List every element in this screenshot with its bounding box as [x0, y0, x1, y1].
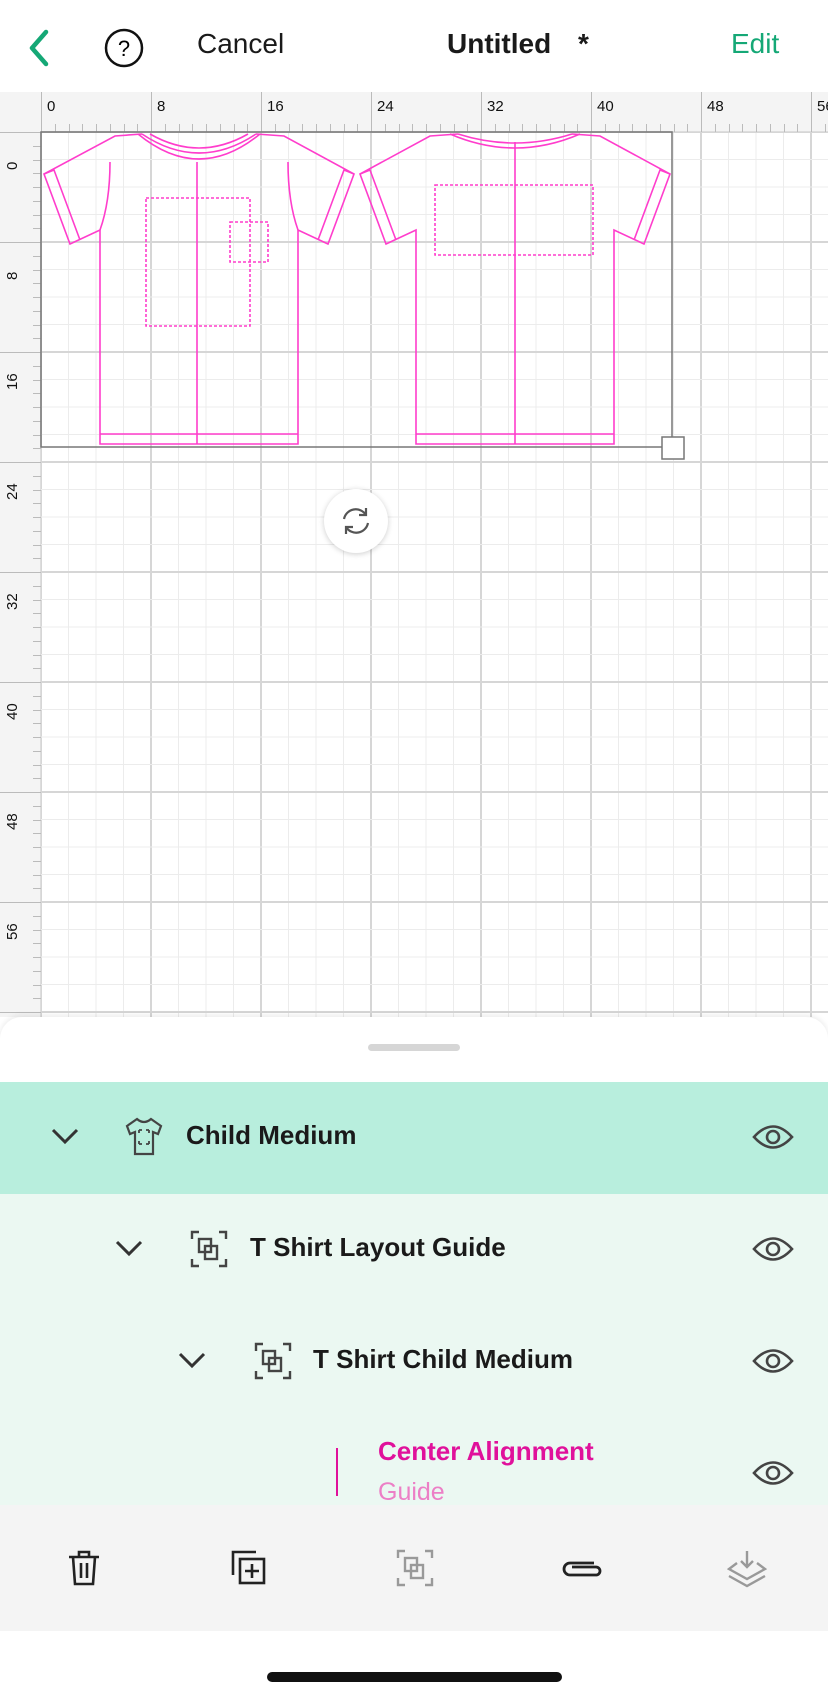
- chevron-down-icon[interactable]: [50, 1126, 80, 1146]
- ruler-label: 8: [157, 98, 166, 115]
- help-icon[interactable]: ?: [104, 28, 144, 68]
- attach-icon[interactable]: [560, 1557, 602, 1579]
- group-icon: [190, 1230, 228, 1268]
- ruler-label: 40: [4, 703, 21, 720]
- eye-icon[interactable]: [752, 1234, 794, 1264]
- tshirt-icon: [125, 1117, 163, 1156]
- layer-label: T Shirt Child Medium: [313, 1344, 573, 1374]
- design-canvas[interactable]: 0 8 16 24 32 40 48 56 0 8 16 24 32 40 48 56: [0, 92, 828, 1017]
- trash-icon[interactable]: [66, 1549, 102, 1587]
- ruler-label: 48: [4, 813, 21, 830]
- group-icon: [254, 1342, 292, 1380]
- ruler-label: 32: [487, 98, 504, 115]
- ruler-label: 8: [4, 271, 21, 280]
- layer-row-child-medium[interactable]: Child Medium: [0, 1082, 828, 1194]
- layer-label: T Shirt Layout Guide: [250, 1232, 506, 1262]
- canvas-grid: [40, 131, 828, 1017]
- top-bar: ? Cancel Untitled * Edit: [0, 0, 828, 92]
- svg-text:?: ?: [118, 36, 130, 61]
- layer-label: Center Alignment: [378, 1436, 594, 1466]
- horizontal-ruler: 0 8 16 24 32 40 48 56: [0, 92, 828, 132]
- ruler-label: 48: [707, 98, 724, 115]
- layer-row-center-alignment[interactable]: Center Alignment Guide: [0, 1418, 828, 1505]
- ruler-label: 0: [4, 161, 21, 170]
- home-indicator: [267, 1672, 562, 1682]
- chevron-down-icon[interactable]: [114, 1238, 144, 1258]
- ruler-label: 40: [597, 98, 614, 115]
- duplicate-icon[interactable]: [230, 1549, 268, 1587]
- unsaved-marker: *: [578, 28, 589, 59]
- ruler-label: 0: [47, 98, 56, 115]
- eye-icon[interactable]: [752, 1458, 794, 1488]
- ruler-label: 56: [817, 98, 828, 115]
- chevron-down-icon[interactable]: [177, 1350, 207, 1370]
- bottom-toolbar: [0, 1505, 828, 1631]
- rotate-icon: [342, 508, 370, 534]
- tshirt-layout-guide[interactable]: [30, 122, 690, 462]
- page-title: Untitled: [447, 28, 552, 59]
- line-shape-icon: [336, 1448, 338, 1496]
- flatten-icon[interactable]: [727, 1549, 767, 1589]
- ruler-label: 16: [4, 373, 21, 390]
- layer-row-tshirt-layout-guide[interactable]: T Shirt Layout Guide: [0, 1194, 828, 1306]
- ruler-label: 24: [377, 98, 394, 115]
- rotate-button[interactable]: [324, 489, 388, 553]
- layer-sublabel: Guide: [378, 1478, 445, 1505]
- ruler-label: 24: [4, 483, 21, 500]
- layer-row-tshirt-child-medium[interactable]: T Shirt Child Medium: [0, 1306, 828, 1418]
- cancel-button[interactable]: Cancel: [197, 28, 285, 59]
- ruler-label: 16: [267, 98, 284, 115]
- vertical-ruler: 0 8 16 24 32 40 48 56: [0, 92, 41, 1017]
- layer-label: Child Medium: [186, 1120, 357, 1150]
- group-icon[interactable]: [396, 1549, 434, 1587]
- edit-button[interactable]: Edit: [731, 28, 780, 59]
- eye-icon[interactable]: [752, 1346, 794, 1376]
- back-chevron-icon[interactable]: [26, 28, 52, 68]
- eye-icon[interactable]: [752, 1122, 794, 1152]
- ruler-label: 32: [4, 593, 21, 610]
- drag-handle[interactable]: [368, 1044, 460, 1051]
- ruler-label: 56: [4, 923, 21, 940]
